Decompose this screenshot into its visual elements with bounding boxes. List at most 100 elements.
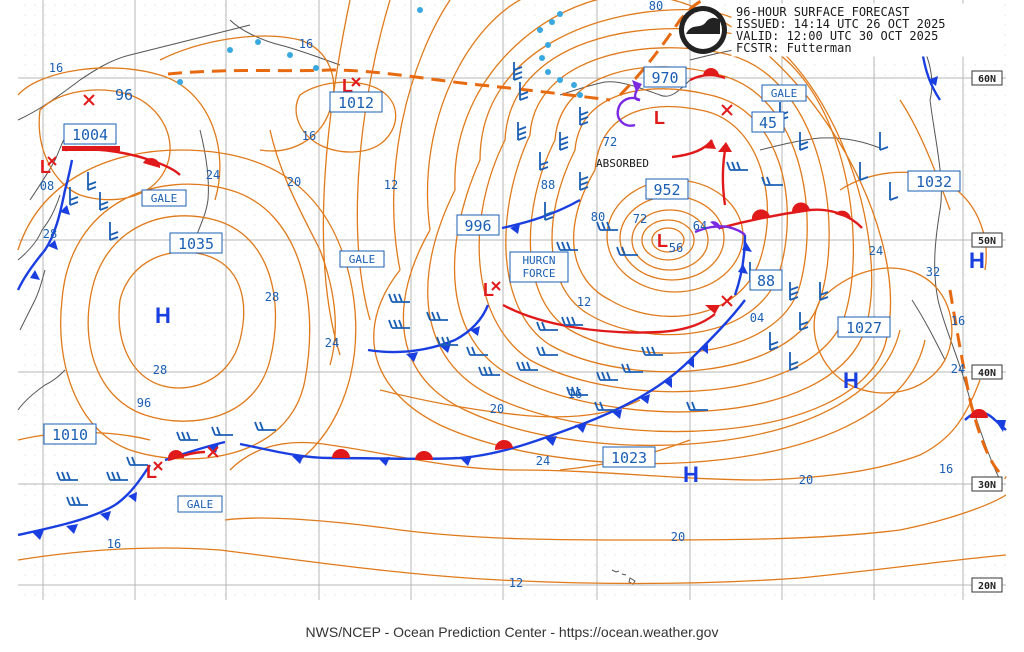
pressure-label: 45	[759, 114, 777, 132]
svg-text:L: L	[654, 108, 665, 128]
hurricane-force-label-line2: FORCE	[522, 267, 555, 280]
pressure-label: 88	[757, 272, 775, 290]
pressure-label: 996	[464, 217, 491, 235]
forecast-position-crosses	[47, 77, 733, 471]
isobar-label: 32	[926, 265, 940, 279]
svg-text:L: L	[146, 462, 157, 482]
noaa-logo: NOAA	[679, 6, 727, 54]
gale-label: GALE	[349, 253, 376, 266]
gale-label: GALE	[151, 192, 178, 205]
pressure-value: 08	[40, 179, 54, 193]
isobar-label: 88	[541, 178, 555, 192]
isobar-label: 72	[633, 212, 647, 226]
latitude-label-box	[971, 232, 1003, 248]
isobar-label: 24	[869, 244, 883, 258]
cold-front-952-south	[733, 234, 752, 296]
pressure-label: 1027	[846, 319, 882, 337]
svg-text:H: H	[155, 303, 171, 328]
latitude-label: 20N	[978, 581, 996, 592]
pressure-label-box	[645, 178, 689, 200]
isobar-label: 16	[49, 61, 63, 75]
pressure-value: 56	[669, 241, 683, 255]
map-background	[18, 0, 1006, 600]
warning-labels: GALE GALE GALE GALE HURCN FORCE ABSORBED	[141, 84, 807, 513]
warm-front-east-coast	[964, 409, 1007, 432]
isobar-label: 24	[325, 336, 339, 350]
latitude-label-box	[971, 364, 1003, 380]
latitude-label: 30N	[978, 480, 996, 491]
ice-edge	[177, 7, 583, 98]
svg-text:L: L	[657, 231, 668, 251]
pressure-label-box	[837, 316, 891, 338]
dashed-boundaries	[167, 0, 1007, 480]
isobar-label: 12	[509, 576, 523, 590]
pressure-label: 952	[653, 181, 680, 199]
cold-front-asia	[16, 159, 74, 291]
pressure-value: 64	[693, 219, 707, 233]
isobar-label: 96	[137, 396, 151, 410]
isobar-label: 20	[490, 402, 504, 416]
pressure-label-box	[749, 269, 783, 291]
isobar-label: 28	[265, 290, 279, 304]
header-title: 96-HOUR SURFACE FORECAST	[736, 5, 909, 19]
gale-label: GALE	[771, 87, 798, 100]
pressure-label-box	[43, 423, 97, 445]
plain-pressure-labels: 96 08 56 64 04	[40, 86, 764, 325]
occluded-front-970	[616, 80, 642, 127]
latitude-axis: 60N 50N 40N 30N 20N	[971, 70, 1003, 593]
isobar-label: 80	[591, 210, 605, 224]
isobar-label: 12	[384, 178, 398, 192]
pressure-label: 1023	[611, 449, 647, 467]
footer-credit: NWS/NCEP - Ocean Prediction Center - htt…	[306, 624, 719, 640]
isobar-label: 24	[951, 362, 965, 376]
isobar-label: 12	[577, 295, 591, 309]
isobar-label: 80	[649, 0, 663, 13]
isobar-value-labels: 16 16 16 24 20 12 88 80 72 72 28 24 24 32 28 96 12 16 20 24…	[43, 0, 965, 590]
svg-text:H: H	[969, 248, 985, 273]
pressure-label-box	[602, 446, 656, 468]
isobar-label: 20	[671, 530, 685, 544]
pressure-value: 04	[750, 311, 764, 325]
svg-text:NOAA: NOAA	[694, 13, 712, 19]
hurricane-force-label-line1: HURCN	[522, 254, 555, 267]
isobar-label: 16	[299, 37, 313, 51]
stationary-front-south	[239, 299, 746, 466]
cold-front-996-segment	[501, 198, 581, 234]
isobar-label: 16	[568, 387, 582, 401]
pressure-label-box	[643, 66, 687, 88]
svg-text:H: H	[683, 462, 699, 487]
latitude-label: 50N	[978, 236, 996, 247]
warm-front-northwest	[62, 146, 181, 176]
absorbed-label: ABSORBED	[596, 157, 649, 170]
pressure-label-box	[169, 232, 223, 254]
isobar-label: 16	[939, 462, 953, 476]
graticule	[18, 0, 1006, 600]
occluded-front-952	[694, 225, 746, 236]
isobar-label: 16	[951, 314, 965, 328]
warm-front-north	[689, 68, 726, 82]
gale-label: GALE	[187, 498, 214, 511]
isobar-label: 16	[107, 537, 121, 551]
cold-front-west	[17, 464, 151, 540]
isobar-label: 28	[43, 227, 57, 241]
pressure-label: 1010	[52, 426, 88, 444]
pressure-label-box	[329, 91, 383, 113]
pressure-label-box	[456, 214, 500, 236]
svg-text:H: H	[843, 368, 859, 393]
latitude-label-box	[971, 577, 1003, 593]
low-center-markers: L L L L L L	[40, 76, 668, 482]
header-valid: VALID: 12:00 UTC 30 OCT 2025	[736, 29, 938, 43]
pressure-value: 96	[115, 86, 133, 104]
pressure-label-box	[63, 123, 117, 145]
high-center-markers: H H H H	[155, 248, 985, 487]
isobar-label: 20	[287, 175, 301, 189]
boxed-pressure-labels: 1004 1012 970 45 1032 996 952 1035 88 1027 1010 102…	[43, 66, 961, 468]
wind-barbs	[56, 62, 899, 506]
warm-front-east	[719, 202, 863, 230]
isobar-label: 24	[206, 168, 220, 182]
isobar-label: 16	[302, 129, 316, 143]
pressure-label-box	[907, 170, 961, 192]
pressure-label: 1012	[338, 94, 374, 112]
latitude-label: 60N	[978, 74, 996, 85]
